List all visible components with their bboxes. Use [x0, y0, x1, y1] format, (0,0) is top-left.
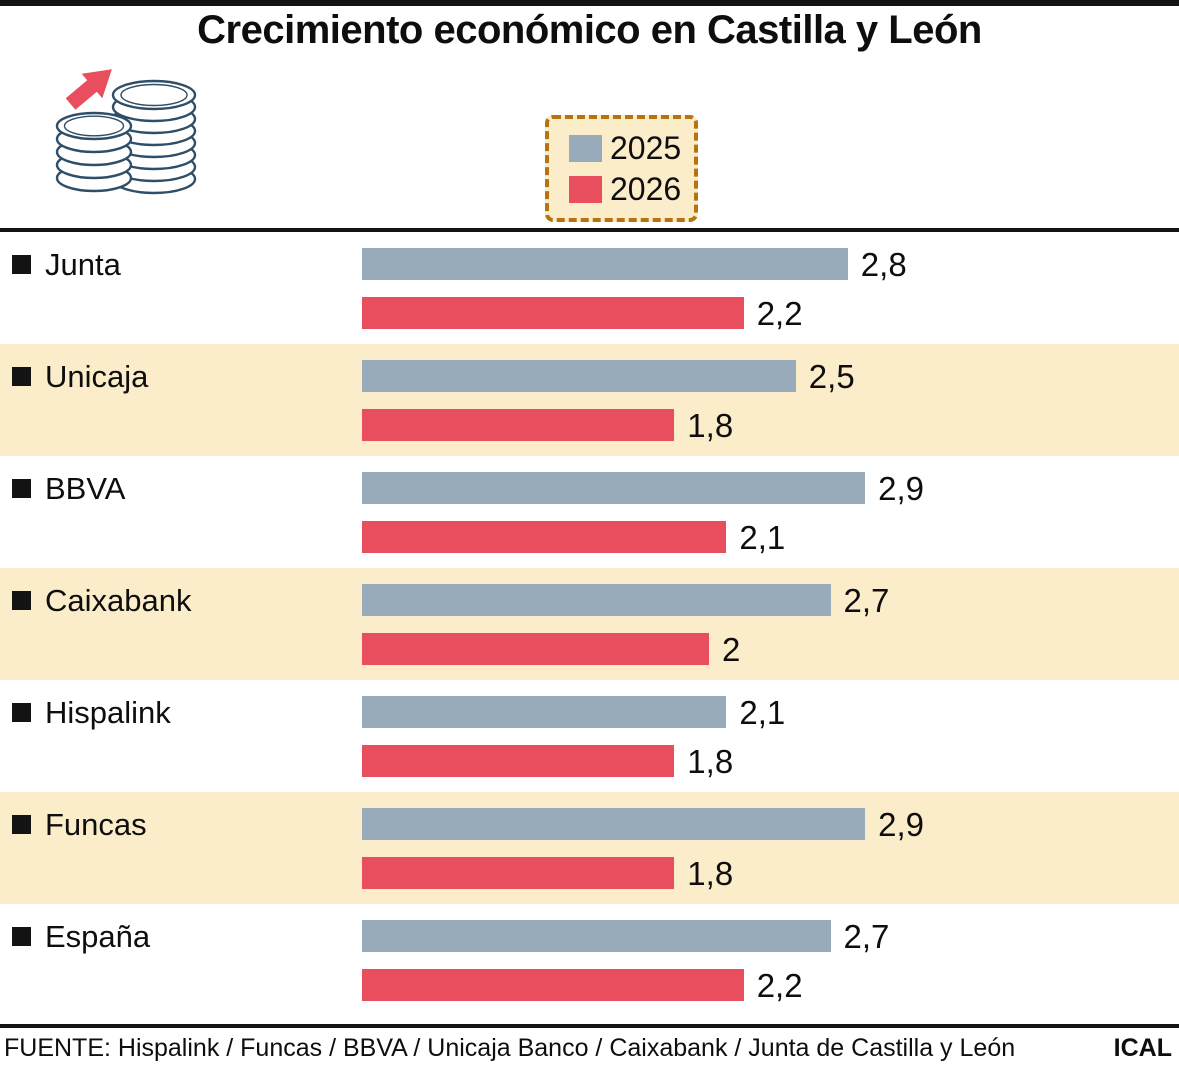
- legend-item-2025: 2025: [569, 132, 684, 164]
- bar-fill: [362, 584, 831, 616]
- source-text: FUENTE: Hispalink / Funcas / BBVA / Unic…: [4, 1034, 1016, 1062]
- bar-2026-hispalink: 1,8: [362, 742, 734, 780]
- bar-2026-unicaja: 1,8: [362, 406, 734, 444]
- bar-fill: [362, 360, 796, 392]
- coin-stack-tall: [111, 79, 197, 195]
- category-text: Caixabank: [45, 582, 192, 618]
- value-label: 1,8: [687, 406, 734, 444]
- category-label: Funcas: [12, 808, 147, 840]
- credit-text: ICAL: [1113, 1034, 1172, 1062]
- top-border: [0, 0, 1179, 6]
- value-label: 2,1: [739, 693, 786, 731]
- coin-stacks-growth-icon: [50, 58, 202, 200]
- legend-swatch-2026: [569, 175, 602, 203]
- bar-2025-bbva: 2,9: [362, 469, 924, 507]
- bar-2026-funcas: 1,8: [362, 854, 734, 892]
- legend-swatch-2025: [569, 134, 602, 162]
- category-text: España: [45, 918, 151, 954]
- legend-label-2026: 2026: [610, 171, 682, 207]
- bullet-square-icon: [12, 926, 31, 946]
- bar-2026-caixabank: 2: [362, 630, 741, 668]
- footer-border: [0, 1024, 1179, 1028]
- bullet-square-icon: [12, 814, 31, 834]
- value-label: 2,1: [739, 518, 786, 556]
- category-label: España: [12, 920, 150, 952]
- bar-fill: [362, 808, 866, 840]
- bar-2026-bbva: 2,1: [362, 518, 786, 556]
- chart-row-funcas: Funcas 2,9 1,8: [0, 792, 1179, 904]
- bar-fill: [362, 297, 744, 329]
- chart-row-bbva: BBVA 2,9 2,1: [0, 456, 1179, 568]
- page-title: Crecimiento económico en Castilla y León: [197, 8, 982, 52]
- category-text: Funcas: [45, 806, 147, 842]
- bar-fill: [362, 857, 675, 889]
- bullet-square-icon: [12, 366, 31, 386]
- bar-2026-junta: 2,2: [362, 294, 803, 332]
- bar-fill: [362, 521, 727, 553]
- value-label: 2,9: [878, 805, 924, 843]
- value-label: 2,7: [843, 581, 890, 619]
- bullet-square-icon: [12, 590, 31, 610]
- category-label: Unicaja: [12, 360, 148, 392]
- bar-fill: [362, 745, 675, 777]
- category-text: BBVA: [45, 470, 126, 506]
- chart-row-unicaja: Unicaja 2,5 1,8: [0, 344, 1179, 456]
- value-label: 2,2: [756, 294, 803, 332]
- bar-2025-unicaja: 2,5: [362, 357, 855, 395]
- chart-row-junta: Junta 2,8 2,2: [0, 232, 1179, 344]
- chart-row-hispalink: Hispalink 2,1 1,8: [0, 680, 1179, 792]
- legend: 2025 2026: [545, 115, 698, 222]
- bar-2025-caixabank: 2,7: [362, 581, 890, 619]
- category-label: BBVA: [12, 472, 125, 504]
- footer: FUENTE: Hispalink / Funcas / BBVA / Unic…: [4, 1034, 1172, 1063]
- bar-2025-junta: 2,8: [362, 245, 907, 283]
- chart-rows: Junta 2,8 2,2 Unicaja 2,5 1,8 BBVA 2,9 2,1 Caixab…: [0, 232, 1179, 1016]
- bar-2025-españa: 2,7: [362, 917, 890, 955]
- value-label: 2,8: [860, 245, 907, 283]
- growth-arrow-icon: [65, 69, 112, 110]
- value-label: 2,2: [756, 966, 803, 1004]
- value-label: 1,8: [687, 742, 734, 780]
- value-label: 2,5: [808, 357, 855, 395]
- bar-fill: [362, 472, 866, 504]
- category-text: Junta: [45, 246, 121, 282]
- bullet-square-icon: [12, 702, 31, 722]
- bar-fill: [362, 248, 848, 280]
- coin-stack-short: [55, 111, 133, 193]
- category-text: Hispalink: [45, 694, 171, 730]
- bar-2025-hispalink: 2,1: [362, 693, 786, 731]
- bar-fill: [362, 969, 744, 1001]
- bar-fill: [362, 920, 831, 952]
- bar-chart: Junta 2,8 2,2 Unicaja 2,5 1,8 BBVA 2,9 2,1 Caixab…: [0, 228, 1179, 1016]
- bar-fill: [362, 409, 675, 441]
- legend-label-2025: 2025: [610, 130, 682, 166]
- bar-2025-funcas: 2,9: [362, 805, 924, 843]
- category-text: Unicaja: [45, 358, 149, 394]
- bar-2026-españa: 2,2: [362, 966, 803, 1004]
- category-label: Hispalink: [12, 696, 171, 728]
- legend-item-2026: 2026: [569, 173, 684, 205]
- category-label: Junta: [12, 248, 121, 280]
- chart-row-españa: España 2,7 2,2: [0, 904, 1179, 1016]
- bullet-square-icon: [12, 254, 31, 274]
- bar-fill: [362, 633, 709, 665]
- bar-fill: [362, 696, 727, 728]
- value-label: 1,8: [687, 854, 734, 892]
- value-label: 2,9: [878, 469, 924, 507]
- category-label: Caixabank: [12, 584, 191, 616]
- value-label: 2: [722, 630, 741, 668]
- bullet-square-icon: [12, 478, 31, 498]
- value-label: 2,7: [843, 917, 890, 955]
- chart-row-caixabank: Caixabank 2,7 2: [0, 568, 1179, 680]
